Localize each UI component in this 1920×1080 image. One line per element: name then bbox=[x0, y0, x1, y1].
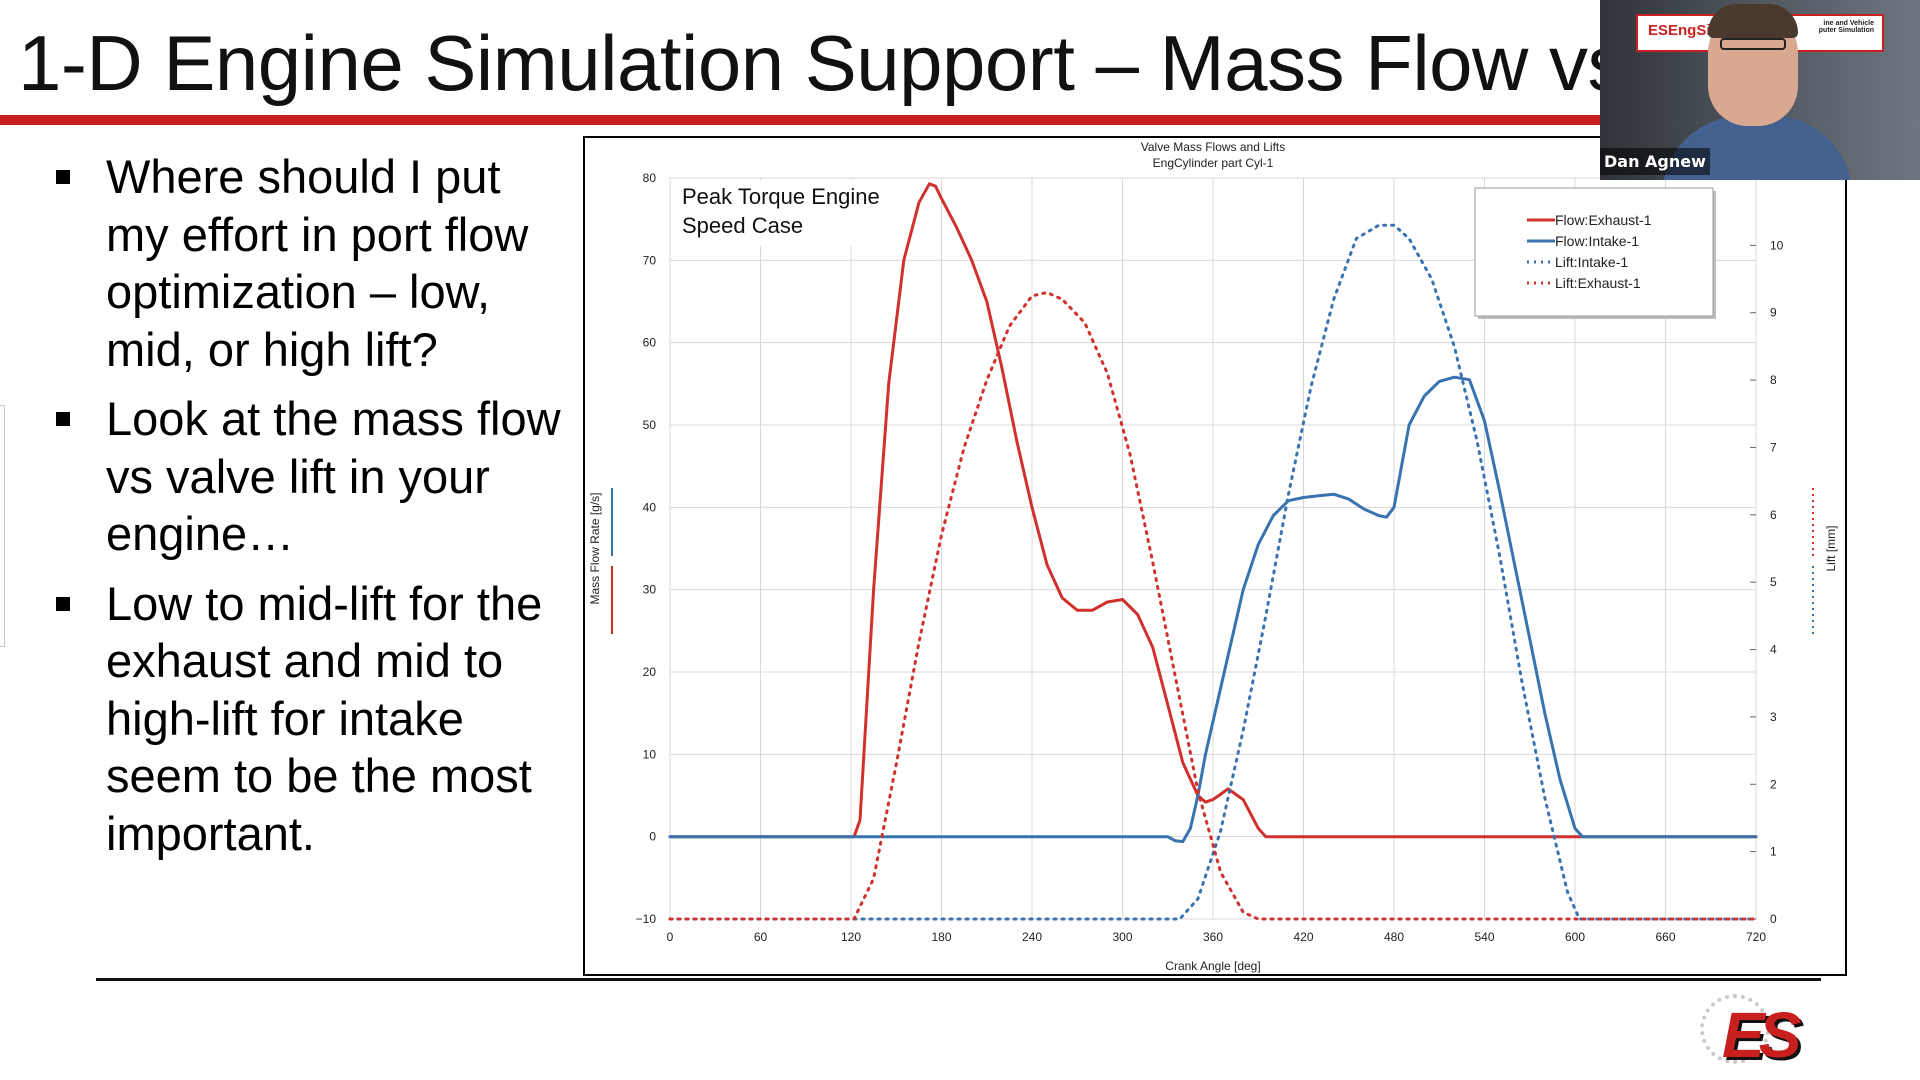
y-tick-label: 70 bbox=[643, 253, 657, 267]
y-tick-label: 0 bbox=[649, 830, 656, 844]
legend-box bbox=[1474, 187, 1714, 317]
annotation-box bbox=[672, 180, 902, 246]
title-rule bbox=[0, 115, 1600, 125]
x-tick-label: 660 bbox=[1655, 930, 1675, 944]
x-tick-label: 600 bbox=[1565, 930, 1585, 944]
x-tick-label: 60 bbox=[754, 930, 768, 944]
y2-tick-label: 8 bbox=[1770, 373, 1777, 387]
legend-label: Lift:Intake-1 bbox=[1555, 254, 1628, 270]
y-tick-label: 60 bbox=[643, 336, 657, 350]
x-tick-label: 120 bbox=[841, 930, 861, 944]
x-tick-label: 480 bbox=[1384, 930, 1404, 944]
side-panel-tab[interactable] bbox=[0, 405, 5, 647]
series-line-0 bbox=[668, 182, 1758, 839]
bullet-text: Low to mid-lift for the exhaust and mid … bbox=[106, 576, 543, 860]
webcam-video[interactable]: ESEngSi ine and Vehicle puter Simulation… bbox=[1600, 0, 1920, 180]
chart-frame: 0 60 120 180 240 300 360 420 480 540 600 660 720 −10 0… bbox=[583, 136, 1847, 976]
x-axis-label: Crank Angle [deg] bbox=[1165, 959, 1260, 973]
y2-tick-label: 10 bbox=[1770, 238, 1784, 252]
y2-axis-label: Lift [mm] bbox=[1824, 525, 1838, 571]
y-tick-label: 50 bbox=[643, 418, 657, 432]
x-tick-label: 180 bbox=[931, 930, 951, 944]
x-tick-label: 360 bbox=[1203, 930, 1223, 944]
series-line-1 bbox=[668, 375, 1758, 844]
y-tick-label: 40 bbox=[643, 500, 657, 514]
y-tick-label: 10 bbox=[643, 747, 657, 761]
bullet-square-icon bbox=[56, 170, 70, 184]
mass-flow-lift-chart: 0 60 120 180 240 300 360 420 480 540 600 660 720−100… bbox=[588, 140, 1838, 973]
bullet-text: Where should I put my effort in port flo… bbox=[106, 150, 529, 376]
bullet-item: Where should I put my effort in port flo… bbox=[52, 148, 572, 378]
y2-tick-label: 1 bbox=[1770, 845, 1777, 859]
x-tick-label: 720 bbox=[1746, 930, 1766, 944]
participant-glasses bbox=[1720, 38, 1786, 50]
legend-label: Flow:Exhaust-1 bbox=[1555, 212, 1652, 228]
y-axis-label: Mass Flow Rate [g/s] bbox=[588, 492, 602, 604]
logo-text: ES bbox=[1722, 999, 1801, 1071]
bullet-item: Low to mid-lift for the exhaust and mid … bbox=[52, 575, 572, 863]
y2-tick-label: 6 bbox=[1770, 508, 1777, 522]
bullet-square-icon bbox=[56, 596, 70, 611]
y-tick-label: −10 bbox=[636, 912, 657, 926]
legend-label: Lift:Exhaust-1 bbox=[1555, 275, 1641, 291]
x-tick-label: 420 bbox=[1293, 930, 1313, 944]
participant-hair bbox=[1708, 4, 1798, 38]
x-tick-label: 540 bbox=[1474, 930, 1494, 944]
x-tick-label: 300 bbox=[1112, 930, 1132, 944]
y2-tick-label: 3 bbox=[1770, 710, 1777, 724]
y-tick-label: 30 bbox=[643, 583, 657, 597]
chart-subtitle: EngCylinder part Cyl-1 bbox=[1153, 156, 1274, 170]
bullet-text: Look at the mass flow vs valve lift in y… bbox=[106, 392, 561, 560]
bullet-item: Look at the mass flow vs valve lift in y… bbox=[52, 390, 572, 563]
bullet-square-icon bbox=[56, 412, 70, 426]
x-tick-label: 0 bbox=[667, 930, 674, 944]
participant-name: Dan Agnew bbox=[1600, 148, 1710, 175]
y2-tick-label: 5 bbox=[1770, 575, 1777, 589]
slide-title: 1-D Engine Simulation Support – Mass Flo… bbox=[18, 19, 1736, 107]
series-line-2 bbox=[668, 223, 1758, 921]
y2-tick-label: 9 bbox=[1770, 306, 1777, 320]
annotation-text: Peak Torque Engine bbox=[682, 184, 880, 209]
y2-tick-label: 4 bbox=[1770, 643, 1777, 657]
chart-title: Valve Mass Flows and Lifts bbox=[1141, 140, 1286, 154]
series-line-3 bbox=[668, 291, 1758, 921]
bullet-list: Where should I put my effort in port flo… bbox=[52, 148, 572, 874]
gear-icon bbox=[1700, 994, 1770, 1064]
y-tick-label: 20 bbox=[643, 665, 657, 679]
y2-tick-label: 0 bbox=[1770, 912, 1777, 926]
sign-sub-text: ine and Vehicle puter Simulation bbox=[1818, 20, 1874, 34]
annotation-text: Speed Case bbox=[682, 213, 803, 238]
es-logo: ES bbox=[1700, 994, 1828, 1071]
bottom-rule bbox=[96, 978, 1821, 981]
legend-label: Flow:Intake-1 bbox=[1555, 233, 1639, 249]
y-tick-label: 80 bbox=[643, 171, 657, 185]
x-tick-label: 240 bbox=[1022, 930, 1042, 944]
y2-tick-label: 7 bbox=[1770, 440, 1777, 454]
sign-brand-text: ESEngSi bbox=[1648, 22, 1711, 39]
y2-tick-label: 2 bbox=[1770, 777, 1777, 791]
